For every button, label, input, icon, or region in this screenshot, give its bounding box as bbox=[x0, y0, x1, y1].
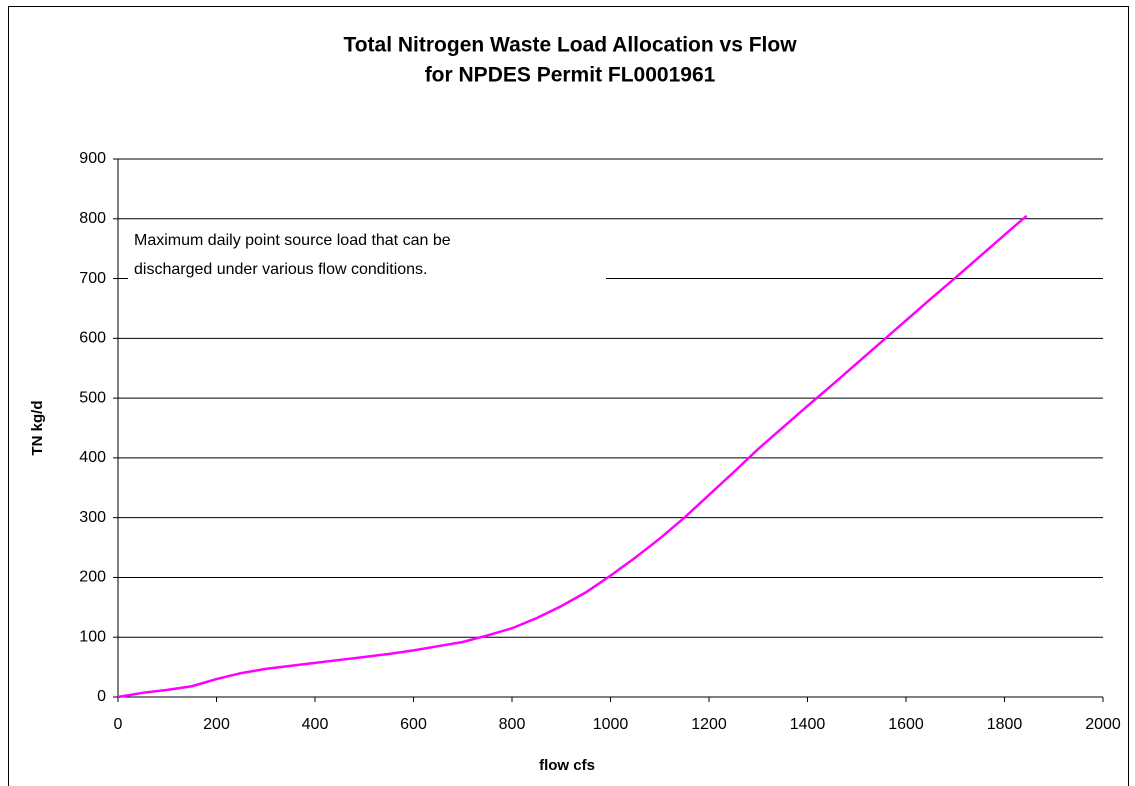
y-tick-label: 500 bbox=[79, 389, 106, 406]
y-tick-label: 400 bbox=[79, 449, 106, 466]
annotation: Maximum daily point source load that can… bbox=[134, 232, 451, 249]
x-tick-label: 600 bbox=[400, 716, 427, 733]
y-tick-label: 800 bbox=[79, 210, 106, 227]
x-tick-label: 1400 bbox=[790, 716, 826, 733]
chart-title: for NPDES Permit FL0001961 bbox=[425, 64, 716, 87]
annotation: discharged under various flow conditions… bbox=[134, 261, 428, 278]
x-tick-label: 0 bbox=[114, 716, 123, 733]
x-tick-label: 400 bbox=[302, 716, 329, 733]
y-tick-label: 600 bbox=[79, 330, 106, 347]
x-tick-label: 1800 bbox=[987, 716, 1023, 733]
chart-title: Total Nitrogen Waste Load Allocation vs … bbox=[343, 34, 797, 57]
y-tick-label: 700 bbox=[79, 270, 106, 287]
y-tick-label: 200 bbox=[79, 569, 106, 586]
x-tick-label: 200 bbox=[203, 716, 230, 733]
y-tick-label: 0 bbox=[97, 688, 106, 705]
x-tick-label: 1200 bbox=[691, 716, 727, 733]
chart-border bbox=[8, 6, 1129, 786]
annotation-box bbox=[128, 225, 606, 291]
y-tick-label: 900 bbox=[79, 150, 106, 167]
y-tick-label: 300 bbox=[79, 509, 106, 526]
data-line bbox=[117, 214, 1028, 699]
x-tick-label: 800 bbox=[499, 716, 526, 733]
x-axis-label: flow cfs bbox=[539, 757, 595, 774]
y-axis-label: TN kg/d bbox=[29, 401, 46, 456]
x-tick-label: 1600 bbox=[888, 716, 924, 733]
y-tick-label: 100 bbox=[79, 628, 106, 645]
x-tick-label: 2000 bbox=[1085, 716, 1121, 733]
x-tick-label: 1000 bbox=[593, 716, 629, 733]
grid bbox=[118, 158, 1103, 698]
